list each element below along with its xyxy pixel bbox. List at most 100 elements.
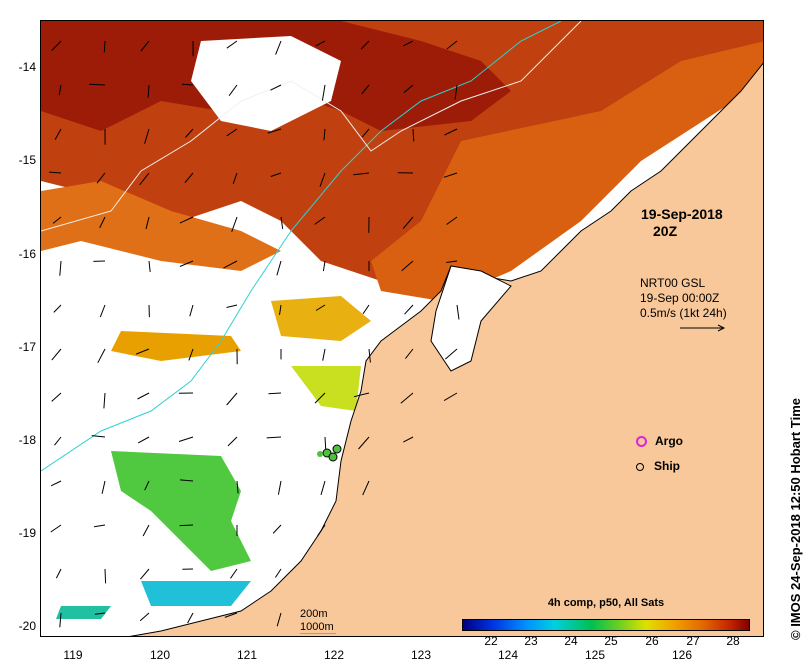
- colorbar-tick: 24: [564, 634, 578, 648]
- cloud-gap-1: [191, 36, 341, 131]
- current-arrow: [137, 392, 150, 400]
- current-arrow: [456, 304, 460, 320]
- y-tick-label: -19: [18, 526, 36, 540]
- current-arrow: [51, 392, 62, 402]
- current-arrow: [55, 568, 62, 579]
- current-arrow: [314, 392, 326, 404]
- y-tick-label: -16: [18, 247, 36, 261]
- current-arrow: [178, 436, 194, 442]
- current-time: 19-Sep 00:00Z: [640, 291, 720, 305]
- current-arrow: [400, 392, 414, 404]
- current-arrow: [137, 436, 150, 444]
- current-arrow: [226, 304, 238, 308]
- current-arrow: [324, 436, 327, 450]
- current-arrow: [94, 524, 106, 528]
- current-source: NRT00 GSL: [640, 276, 706, 290]
- current-arrow: [403, 84, 414, 94]
- current-arrow: [227, 436, 238, 447]
- current-arrow: [362, 480, 370, 496]
- current-arrow: [446, 260, 458, 263]
- y-tick-label: -17: [18, 340, 36, 354]
- ship-markers[interactable]: [317, 444, 342, 462]
- current-arrow: [314, 216, 326, 225]
- current-arrow: [50, 524, 62, 533]
- current-arrow: [140, 568, 150, 580]
- sst-patch-teal: [56, 606, 111, 619]
- time-line: 20Z: [653, 223, 678, 239]
- current-arrow: [267, 128, 282, 134]
- sst-orange-west: [41, 181, 281, 271]
- current-arrow: [323, 128, 326, 141]
- current-arrow: [53, 304, 62, 313]
- current-arrow: [322, 348, 326, 361]
- current-arrow: [443, 392, 458, 402]
- x-tick-label: 123: [410, 648, 432, 662]
- map-canvas: [41, 21, 763, 636]
- current-arrow: [404, 304, 414, 315]
- current-arrow: [360, 40, 370, 50]
- current-arrow: [179, 524, 194, 527]
- current-arrow: [402, 40, 414, 47]
- current-scale: NRT00 GSL 19-Sep 00:00Z 0.5m/s (1kt 24h): [640, 276, 728, 333]
- colorbar-tick: 25: [604, 634, 618, 648]
- x-tick-label: 121: [236, 648, 258, 662]
- current-arrow: [322, 260, 326, 272]
- y-tick-label: -18: [18, 433, 36, 447]
- current-arrow: [179, 479, 194, 482]
- y-tick-label: -15: [18, 153, 36, 167]
- sst-patch-lime: [291, 366, 361, 411]
- current-arrow: [184, 172, 194, 184]
- x-tick-label: 124: [497, 648, 519, 662]
- current-arrow: [277, 480, 282, 495]
- current-arrow: [268, 392, 282, 395]
- sst-orange-east: [371, 41, 763, 301]
- current-arrow: [353, 392, 370, 398]
- depth-legend: 200m 1000m: [300, 608, 336, 634]
- current-arrow: [276, 260, 282, 276]
- sst-patch-green: [111, 451, 251, 571]
- current-arrow: [228, 84, 238, 96]
- current-arrow: [51, 348, 62, 361]
- colorbar-tick: 26: [645, 634, 659, 648]
- current-arrow: [96, 172, 106, 184]
- current-arrow: [321, 84, 326, 101]
- sst-patch-yellow-2: [111, 331, 241, 361]
- current-arrow: [236, 480, 239, 494]
- current-arrow: [140, 40, 150, 52]
- current-arrow: [443, 172, 458, 178]
- depth-line-icon: [300, 633, 336, 634]
- current-arrow: [147, 84, 150, 98]
- x-tick-label: 122: [323, 648, 345, 662]
- colorbar-tick: 22: [484, 634, 498, 648]
- current-arrow: [232, 172, 238, 184]
- current-arrow: [266, 436, 282, 439]
- current-arrow: [280, 216, 284, 230]
- sst-map[interactable]: [40, 20, 764, 637]
- current-arrow: [315, 304, 326, 311]
- sst-patch-yellow-1: [271, 296, 371, 341]
- current-arrow: [54, 128, 62, 140]
- current-arrow: [54, 436, 62, 446]
- current-arrow: [368, 348, 371, 363]
- sst-patch-cyan: [141, 581, 251, 606]
- current-arrow: [412, 128, 415, 142]
- current-arrow: [52, 216, 62, 224]
- current-arrow: [59, 260, 62, 276]
- current-arrow: [274, 568, 282, 578]
- current-arrow: [405, 348, 414, 359]
- colorbar: [462, 619, 750, 631]
- current-arrow: [49, 171, 62, 174]
- current-arrow: [444, 128, 458, 136]
- current-arrow: [230, 568, 238, 579]
- current-arrow: [89, 83, 106, 86]
- current-arrow: [270, 84, 282, 91]
- legend-ship: Ship: [636, 459, 680, 473]
- current-arrow: [181, 83, 194, 86]
- current-arrow: [446, 40, 458, 50]
- current-arrow: [275, 40, 282, 55]
- current-arrow: [99, 304, 106, 318]
- current-scale-text: 0.5m/s (1kt 24h): [640, 306, 727, 320]
- current-arrow: [99, 216, 106, 229]
- current-arrow: [223, 260, 238, 269]
- current-arrow: [362, 304, 370, 315]
